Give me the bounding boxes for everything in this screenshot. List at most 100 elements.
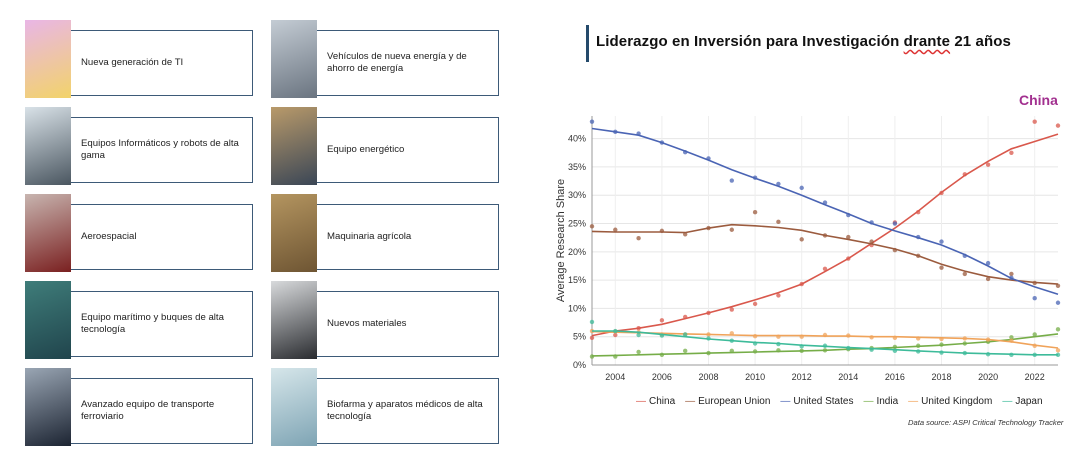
data-point xyxy=(1032,119,1037,124)
data-point xyxy=(985,162,991,167)
aerospace-image xyxy=(25,194,71,272)
legend-item: — China xyxy=(636,396,675,407)
data-point xyxy=(962,350,967,356)
data-point xyxy=(776,181,781,187)
data-point xyxy=(683,314,688,320)
data-point xyxy=(1009,275,1014,281)
data-point xyxy=(916,210,921,215)
sector-card: Equipos Informáticos y robots de alta ga… xyxy=(25,107,255,185)
data-point xyxy=(1055,352,1061,358)
data-point xyxy=(869,239,874,244)
data-point xyxy=(589,319,595,325)
legend-label: China xyxy=(649,396,676,407)
data-point xyxy=(939,265,944,270)
data-point xyxy=(1009,338,1014,343)
data-point xyxy=(892,344,898,350)
data-point xyxy=(659,352,665,358)
sector-card: Equipo energético xyxy=(271,107,501,185)
data-point xyxy=(683,348,688,354)
rail-tunnel-image xyxy=(25,368,71,446)
data-point xyxy=(846,345,851,351)
data-point xyxy=(636,326,641,331)
data-point xyxy=(939,336,944,342)
data-point xyxy=(776,219,781,225)
data-point xyxy=(776,293,781,298)
sector-card-label: Nueva generación de TI xyxy=(71,30,253,96)
x-tick-label: 2014 xyxy=(838,372,858,382)
data-point xyxy=(822,233,828,238)
data-point xyxy=(683,332,688,337)
sector-card-label: Equipos Informáticos y robots de alta ga… xyxy=(71,117,253,183)
y-tick-label: 5% xyxy=(573,332,586,342)
lab-flask-image xyxy=(271,368,317,446)
data-point xyxy=(589,224,595,229)
robot-lab-image xyxy=(25,107,71,185)
y-tick-label: 30% xyxy=(568,190,586,200)
data-point xyxy=(916,343,921,348)
slide-title: Liderazgo en Inversión para Investigació… xyxy=(596,33,1011,50)
data-source-note: Data source: ASPI Critical Technology Tr… xyxy=(908,418,1064,427)
data-point xyxy=(1032,352,1037,358)
sector-card-label: Maquinaria agrícola xyxy=(317,204,499,270)
data-point xyxy=(1032,296,1037,301)
data-point xyxy=(799,281,804,287)
legend-label: European Union xyxy=(698,396,771,407)
data-point xyxy=(659,333,665,338)
solar-panels-image xyxy=(271,107,317,185)
sector-card: Avanzado equipo de transporte ferroviari… xyxy=(25,368,255,446)
data-point xyxy=(846,333,851,338)
sector-card-label: Nuevos materiales xyxy=(317,291,499,357)
data-point xyxy=(776,348,781,353)
data-point xyxy=(822,200,828,205)
data-point xyxy=(683,232,688,237)
legend-item: — India xyxy=(863,396,898,407)
sector-card-label: Equipo energético xyxy=(317,117,499,183)
data-point xyxy=(683,150,688,155)
y-tick-label: 40% xyxy=(568,134,586,144)
data-point xyxy=(799,348,804,354)
data-point xyxy=(776,341,781,347)
data-point xyxy=(752,333,758,339)
ship-image xyxy=(25,281,71,359)
y-tick-label: 35% xyxy=(568,162,586,172)
legend-swatch: — xyxy=(908,396,919,407)
data-point xyxy=(846,234,851,240)
legend-label: India xyxy=(876,396,899,407)
sector-card: Nueva generación de TI xyxy=(25,20,255,98)
sector-card-grid: Nueva generación de TI Vehículos de nueva… xyxy=(25,20,505,450)
y-tick-label: 15% xyxy=(568,275,586,285)
data-point xyxy=(1032,280,1037,286)
data-point xyxy=(752,341,758,346)
data-point xyxy=(706,336,711,341)
data-point xyxy=(752,175,758,180)
legend-item: — European Union xyxy=(685,396,770,407)
data-point xyxy=(846,212,851,218)
data-point xyxy=(869,335,874,340)
data-point xyxy=(939,239,944,244)
data-point xyxy=(729,348,734,354)
data-point xyxy=(916,349,921,354)
data-point xyxy=(589,335,595,341)
legend-item: — United States xyxy=(780,396,853,407)
x-tick-label: 2012 xyxy=(792,372,812,382)
chart-legend: — China — European Union — United States — Indi… xyxy=(636,396,1043,407)
y-tick-label: 25% xyxy=(568,219,586,229)
data-point xyxy=(892,335,898,341)
data-point xyxy=(659,228,665,234)
data-point xyxy=(892,221,898,226)
data-point xyxy=(589,119,595,124)
data-point xyxy=(729,307,734,312)
data-point xyxy=(799,334,804,339)
legend-swatch: — xyxy=(780,396,791,407)
data-point xyxy=(1055,300,1061,305)
legend-label: Japan xyxy=(1015,396,1043,407)
wifi-tiles-image xyxy=(25,20,71,98)
data-point xyxy=(916,253,921,258)
data-point xyxy=(659,140,665,145)
sector-card: Biofarma y aparatos médicos de alta tecn… xyxy=(271,368,501,446)
data-point xyxy=(869,220,874,225)
x-tick-label: 2018 xyxy=(931,372,951,382)
data-point xyxy=(822,343,828,348)
data-point xyxy=(939,190,944,196)
data-point xyxy=(939,350,944,355)
